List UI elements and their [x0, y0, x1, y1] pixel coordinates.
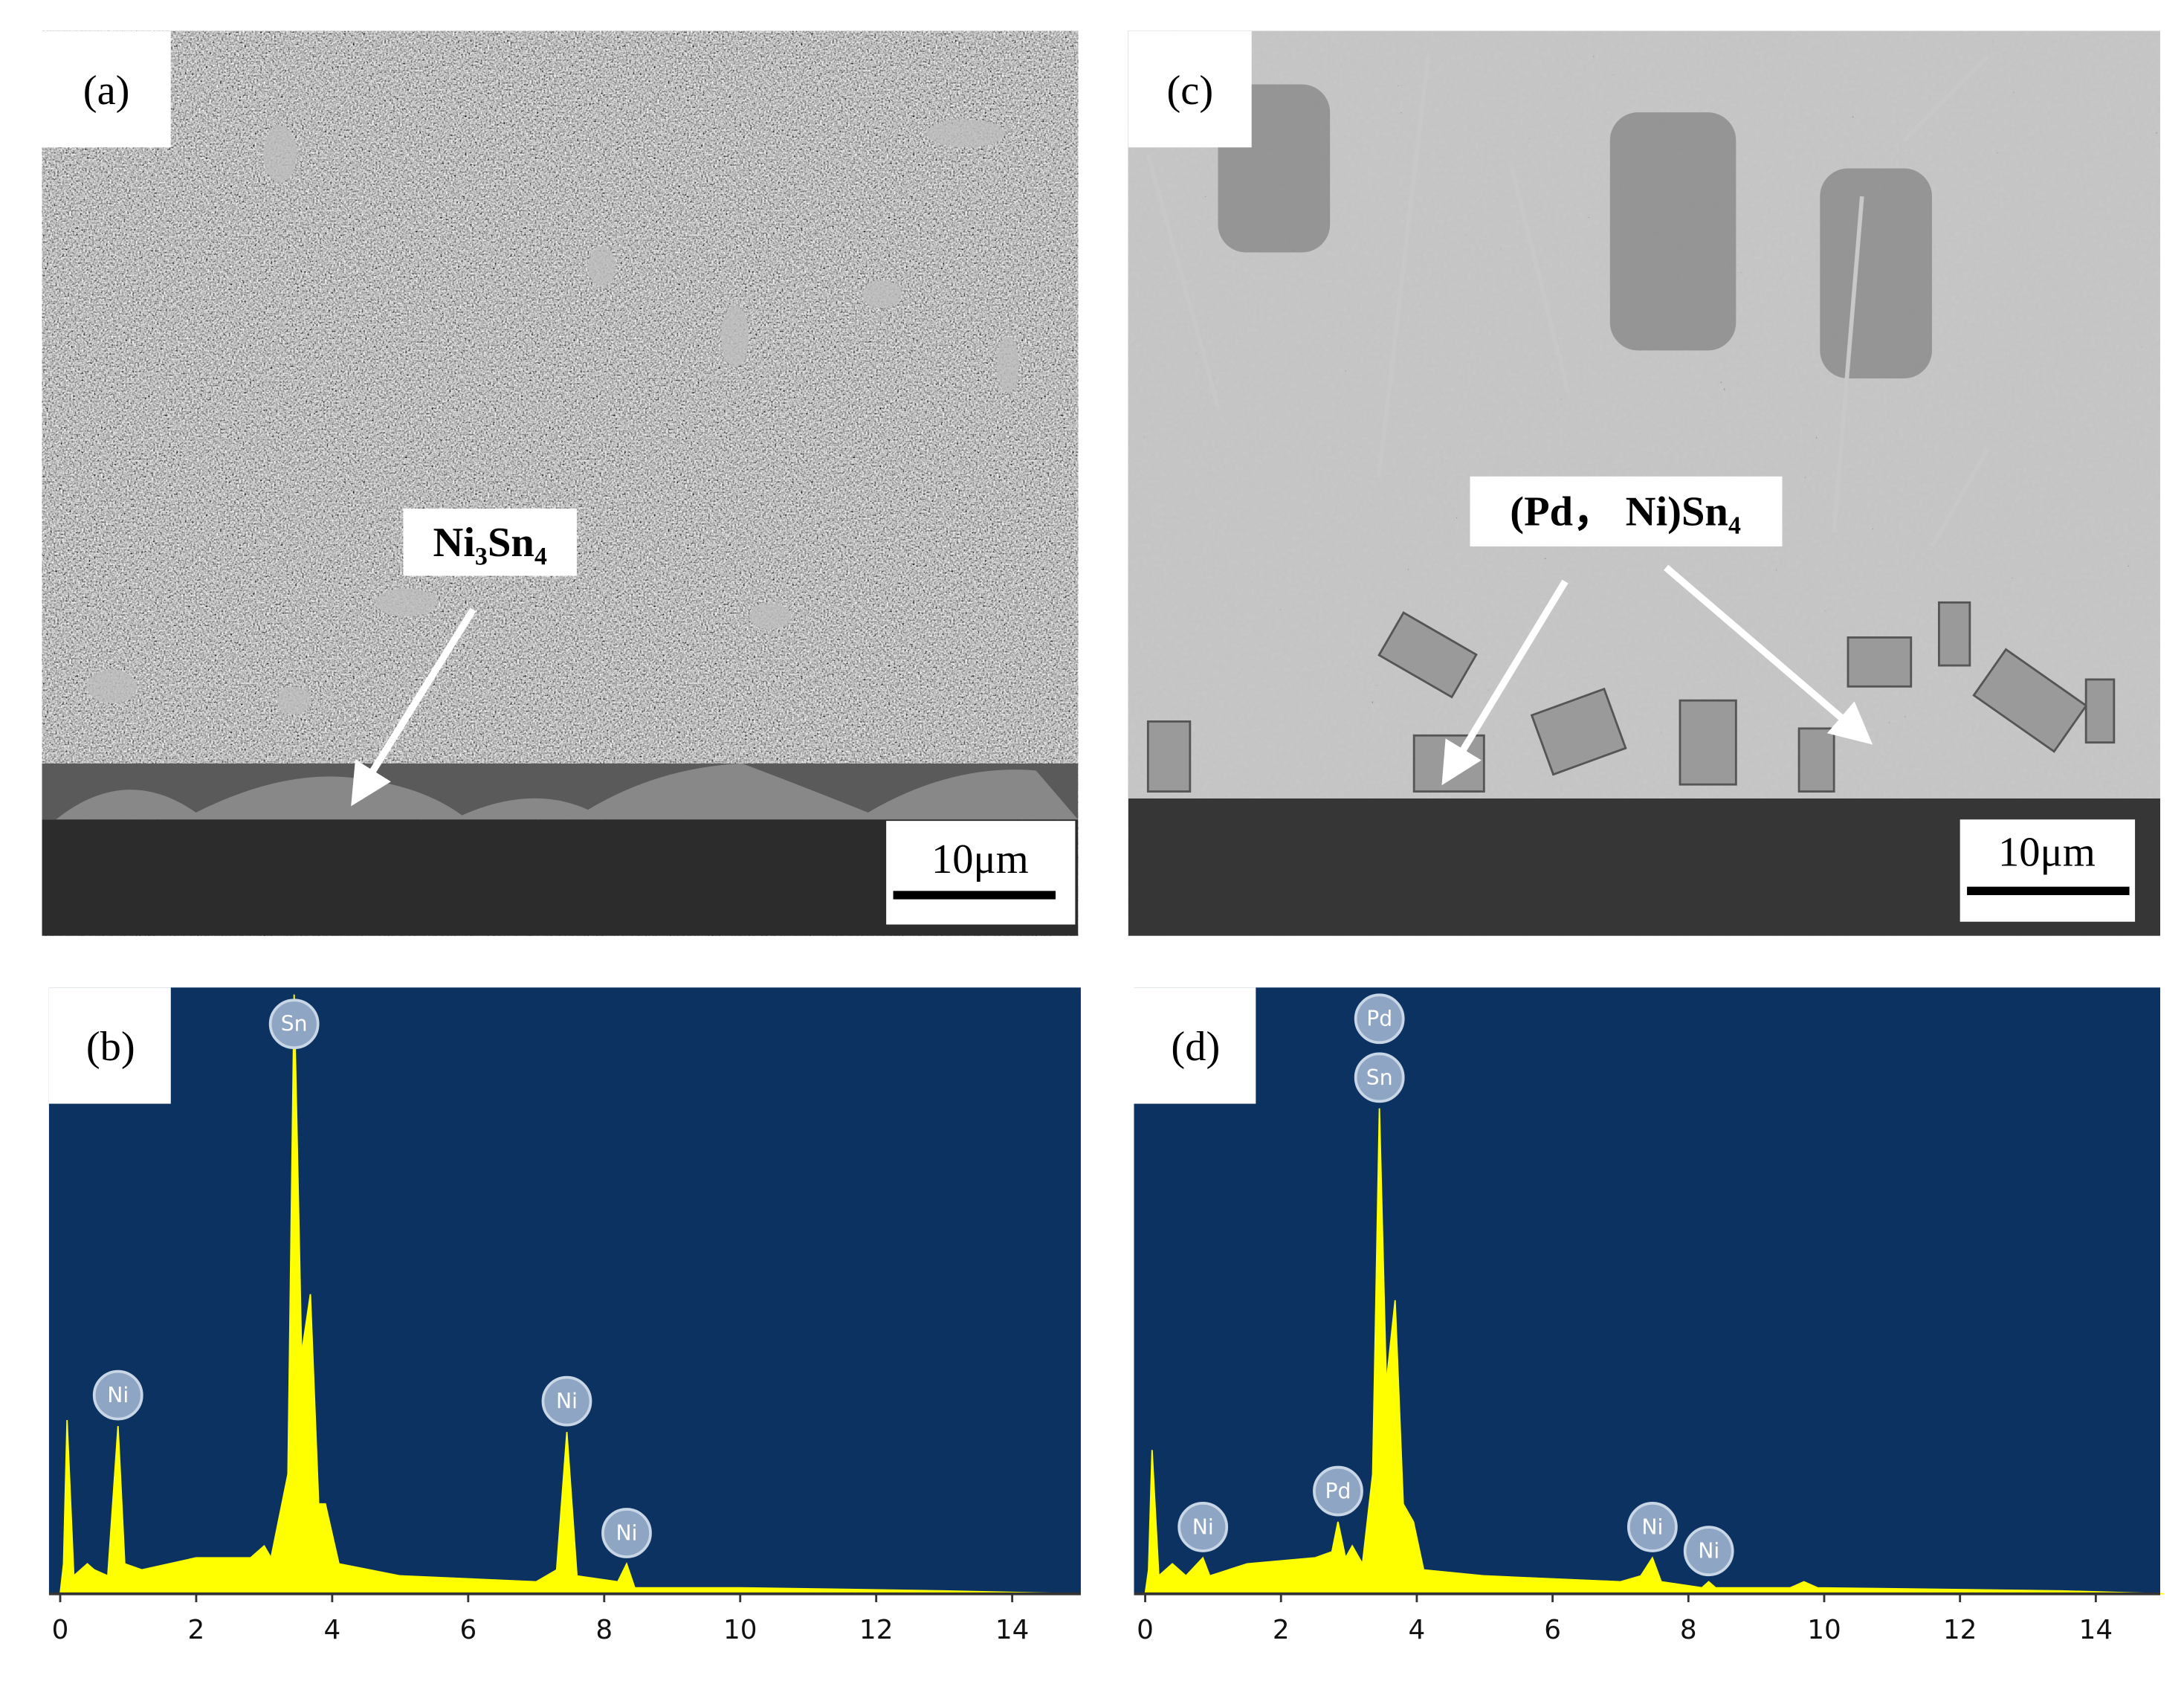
- x-tick-label: 6: [1544, 1615, 1561, 1645]
- peak-label: Ni: [107, 1383, 129, 1407]
- peak-label: Ni: [616, 1520, 637, 1545]
- peak-marker: [1626, 1502, 1678, 1552]
- x-tick-label: 2: [1273, 1615, 1290, 1645]
- panel-label: (b): [86, 1024, 135, 1070]
- peak-marker: [1313, 1465, 1363, 1517]
- label-box: [1134, 987, 1256, 1104]
- peak-label: Ni: [556, 1389, 578, 1413]
- plot-background: [1134, 987, 2160, 1594]
- label-box: [48, 987, 171, 1104]
- x-tick-label: 14: [995, 1615, 1030, 1645]
- x-tick-label: 8: [1680, 1615, 1697, 1645]
- peak-label: Ni: [1641, 1514, 1663, 1539]
- panel-label: (a): [83, 68, 130, 114]
- x-tick-label: 2: [188, 1615, 205, 1645]
- sem-panel-a: (a) Ni₃Sn₄ 10μm: [42, 30, 1079, 936]
- peak-label: Pd: [1325, 1479, 1351, 1503]
- scale-bar-label: 10μm: [1998, 829, 2096, 875]
- x-tick-label: 10: [1807, 1615, 1841, 1645]
- x-tick-label: 4: [324, 1615, 341, 1645]
- scale-bar-label: 10μm: [931, 836, 1029, 883]
- x-tick-label: 8: [595, 1615, 613, 1645]
- peak-marker: [1354, 1052, 1405, 1103]
- x-tick-label: 12: [1943, 1615, 1977, 1645]
- phase-annotation: (Pd， Ni)Sn₄: [1510, 489, 1741, 535]
- panel-label: (d): [1171, 1024, 1220, 1070]
- sem-panel-c: (c) (Pd， Ni)Sn₄ 10μm: [1128, 30, 2160, 936]
- x-tick-label: 4: [1409, 1615, 1426, 1645]
- x-tick-label: 0: [1137, 1615, 1154, 1645]
- spectrum: [1144, 1108, 2164, 1595]
- x-tick-label: 12: [859, 1615, 894, 1645]
- peak-label: Sn: [1366, 1065, 1393, 1090]
- peak-marker: [1177, 1502, 1229, 1552]
- eds-spectra: 0 2 4 6 8 10 12 14 Sn Ni Ni Ni (b) 0 2 4 6 8 10 12 14 Sn Pd Pd N…: [48, 987, 2164, 1645]
- peak-marker: [1354, 993, 1405, 1045]
- peak-label: Ni: [1698, 1539, 1719, 1564]
- x-tick-label: 14: [2079, 1615, 2113, 1645]
- peak-label: Sn: [281, 1012, 308, 1036]
- peak-label: Ni: [1192, 1514, 1214, 1539]
- phase-annotation: Ni₃Sn₄: [433, 520, 547, 566]
- peak-marker: [92, 1369, 143, 1421]
- x-tick-label: 6: [459, 1615, 476, 1645]
- peak-label: Pd: [1366, 1007, 1392, 1031]
- peak-marker: [601, 1508, 652, 1558]
- spectrum: [59, 994, 1081, 1595]
- panel-label: (c): [1166, 68, 1213, 114]
- peak-marker: [1683, 1526, 1734, 1577]
- peak-marker: [541, 1375, 592, 1427]
- x-tick-label: 0: [52, 1615, 69, 1645]
- peak-marker: [268, 998, 320, 1050]
- x-tick-label: 10: [723, 1615, 757, 1645]
